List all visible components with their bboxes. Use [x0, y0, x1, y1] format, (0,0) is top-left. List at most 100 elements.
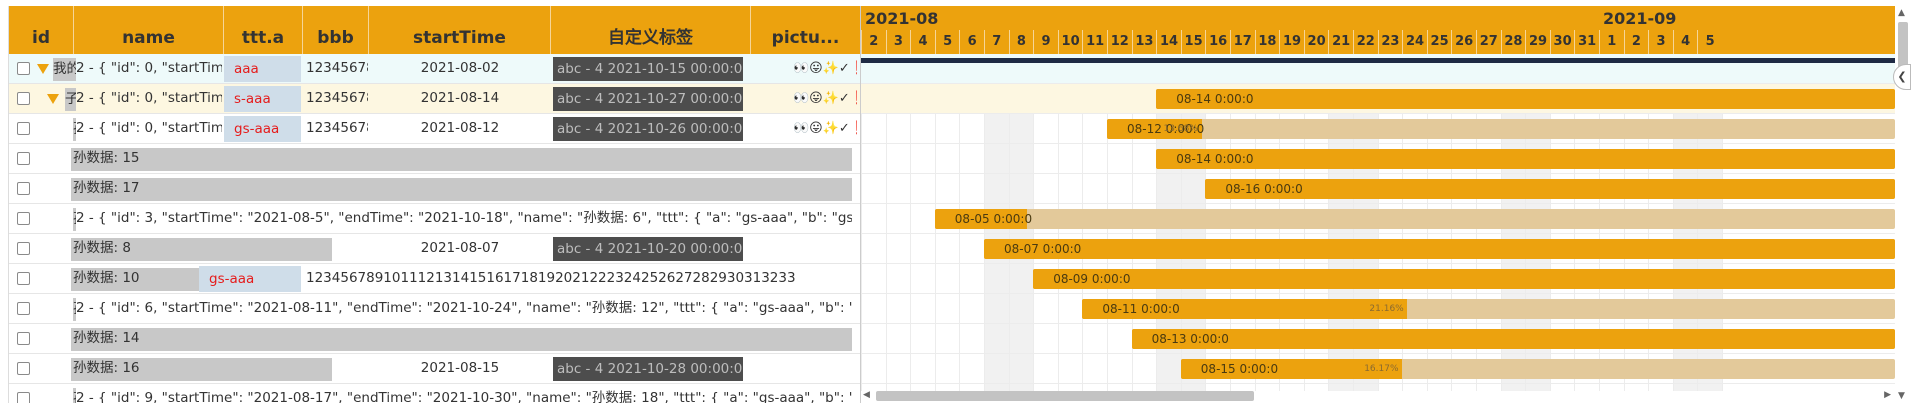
custom-tag-cell: abc - 4 2021-10-15 00:00:00	[553, 57, 743, 81]
custom-tag-cell: abc - 4 2021-10-28 00:00:00	[553, 357, 743, 381]
vertical-scroll-thumb[interactable]	[1898, 22, 1908, 82]
gantt-task-bar[interactable]: 08-12 0:00:0 13.68%	[1107, 119, 1895, 139]
merged-cell	[71, 238, 332, 261]
gantt-day-label: 14	[1156, 30, 1181, 54]
gantt-task-bar[interactable]: 08-15 0:00:0 16.17%	[1180, 359, 1895, 379]
bbb-cell: 123456789	[306, 90, 368, 106]
row-checkbox[interactable]	[17, 92, 30, 105]
gantt-task-bar[interactable]: 08-09 0:00:0	[1033, 269, 1895, 289]
gantt-task-bar[interactable]: 08-14 0:00:0	[1156, 89, 1895, 109]
column-header-4[interactable]: bbb	[303, 6, 369, 54]
start-time-cell: 2021-08-07	[420, 240, 500, 256]
gantt-task-bar[interactable]: 08-11 0:00:0 21.16%	[1082, 299, 1895, 319]
row-json-text: 2 - { "id": 9, "startTime": "2021-08-17"…	[76, 390, 852, 403]
gantt-progress-fill	[1107, 119, 1202, 139]
scroll-right-icon[interactable]: ▶	[1884, 390, 1891, 400]
grid-vline	[885, 54, 887, 391]
gantt-day-label: 23	[1377, 30, 1403, 54]
gantt-task-bar[interactable]: 08-16 0:00:0	[1205, 179, 1895, 199]
merged-cell-text: 孙数据: 15	[73, 150, 140, 166]
table-row[interactable]: 孙数据: 14	[9, 324, 861, 354]
row-checkbox[interactable]	[17, 362, 30, 375]
gantt-task-bar[interactable]: 08-07 0:00:0	[984, 239, 1895, 259]
gantt-month-label: 2021-08	[865, 9, 939, 28]
row-checkbox[interactable]	[17, 122, 30, 135]
row-checkbox[interactable]	[17, 302, 30, 315]
gantt-day-label: 18	[1254, 30, 1280, 54]
gantt-day-label: 29	[1525, 30, 1550, 54]
scroll-left-icon[interactable]: ◀	[863, 390, 870, 400]
gantt-horizontal-scrollbar[interactable]: ◀ ▶	[860, 389, 1894, 403]
table-row[interactable]: 孙2 - { "id": 3, "startTime": "2021-08-5"…	[9, 204, 861, 234]
table-row[interactable]: 孙数据: 16 2021-08-15 abc - 4 2021-10-28 00:0…	[9, 354, 861, 384]
vertical-scrollbar[interactable]: ▲ ▼	[1896, 6, 1910, 403]
gantt-bar-label: 08-15 0:00:0	[1200, 362, 1279, 376]
gantt-day-label: 30	[1549, 30, 1575, 54]
row-id-label: 孙	[73, 208, 76, 231]
gantt-progress-fill	[1033, 269, 1895, 289]
gantt-day-label: 25	[1426, 30, 1452, 54]
grid-hline	[861, 353, 1895, 354]
gantt-day-label: 4	[1672, 30, 1698, 54]
expand-toggle-icon[interactable]	[37, 64, 49, 74]
ttt-a-cell: gs-aaa	[224, 116, 301, 142]
gantt-bar-label: 08-05 0:00:0	[954, 212, 1033, 226]
row-id-label: 我的测	[53, 58, 76, 81]
gantt-month-label: 2021-09	[1603, 9, 1677, 28]
row-checkbox[interactable]	[17, 182, 30, 195]
table-row[interactable]: 孙数据: 8 2021-08-07 abc - 4 2021-10-20 00:00…	[9, 234, 861, 264]
column-header-3[interactable]: ttt.a	[224, 6, 303, 54]
grid-hline	[861, 203, 1895, 204]
expand-toggle-icon[interactable]	[47, 94, 59, 104]
gantt-summary-bar[interactable]	[861, 58, 1895, 63]
row-checkbox[interactable]	[17, 212, 30, 225]
gantt-day-label: 10	[1057, 30, 1083, 54]
gantt-day-label: 7	[984, 30, 1009, 54]
gantt-day-label: 27	[1476, 30, 1501, 54]
gantt-day-label: 5	[1697, 30, 1722, 54]
gantt-body[interactable]: 08-14 0:00:0 08-12 0:00:0 13.68% 08-14 0:00…	[861, 54, 1895, 391]
start-time-cell: 2021-08-14	[420, 90, 500, 106]
table-row[interactable]: 孙数据: 15	[9, 144, 861, 174]
grid-hline	[861, 323, 1895, 324]
gantt-progress-fill	[1156, 89, 1895, 109]
row-checkbox[interactable]	[17, 62, 30, 75]
column-header-2[interactable]: name	[74, 6, 224, 54]
row-json-text: 2 - { "id": 6, "startTime": "2021-08-11"…	[76, 300, 852, 316]
custom-tag-cell: abc - 4 2021-10-26 00:00:00	[553, 117, 743, 141]
gantt-progress-fill	[1180, 359, 1403, 379]
row-checkbox[interactable]	[17, 242, 30, 255]
grid-hline	[861, 263, 1895, 264]
row-checkbox[interactable]	[17, 152, 30, 165]
table-row[interactable]: 孙数据: 17	[9, 174, 861, 204]
scroll-thumb[interactable]	[876, 391, 1254, 401]
row-checkbox[interactable]	[17, 392, 30, 403]
gantt-day-label: 15	[1180, 30, 1206, 54]
merged-cell	[71, 358, 332, 381]
table-row[interactable]: 孙数据: 10 gs-aaa 123456789101112131415161718…	[9, 264, 861, 294]
table-row[interactable]: 孙2 - { "id": 6, "startTime": "2021-08-11…	[9, 294, 861, 324]
gantt-task-bar[interactable]: 08-13 0:00:0	[1131, 329, 1895, 349]
grid-hline	[861, 113, 1895, 114]
gantt-day-label: 3	[1648, 30, 1673, 54]
gantt-progress-fill	[1205, 179, 1895, 199]
table-row[interactable]: 孙2 - { "id": 9, "startTime": "2021-08-17…	[9, 384, 861, 403]
gantt-task-bar[interactable]: 08-14 0:00:0	[1156, 149, 1895, 169]
row-checkbox[interactable]	[17, 332, 30, 345]
gantt-chart: 2021-08 2021-09 2 3 4 5 6 7 8 9 10 11 12 13 14 15 16 17 1…	[860, 6, 1895, 403]
row-json-text: 2 - { "id": 3, "startTime": "2021-08-5",…	[76, 210, 852, 226]
row-checkbox[interactable]	[17, 272, 30, 285]
grid-header: id name ttt.a bbb startTime 自定义标签 pictu...	[9, 6, 861, 54]
scroll-down-icon[interactable]: ▼	[1898, 391, 1905, 401]
column-header-1[interactable]: id	[9, 6, 74, 54]
gantt-progress-fill	[1082, 299, 1408, 319]
gantt-task-bar[interactable]: 08-05 0:00:0	[934, 209, 1895, 229]
column-header-5[interactable]: startTime	[369, 6, 551, 54]
column-header-6[interactable]: 自定义标签	[551, 6, 751, 54]
scroll-up-icon[interactable]: ▲	[1898, 8, 1905, 18]
column-header-7[interactable]: pictu...	[751, 6, 861, 54]
